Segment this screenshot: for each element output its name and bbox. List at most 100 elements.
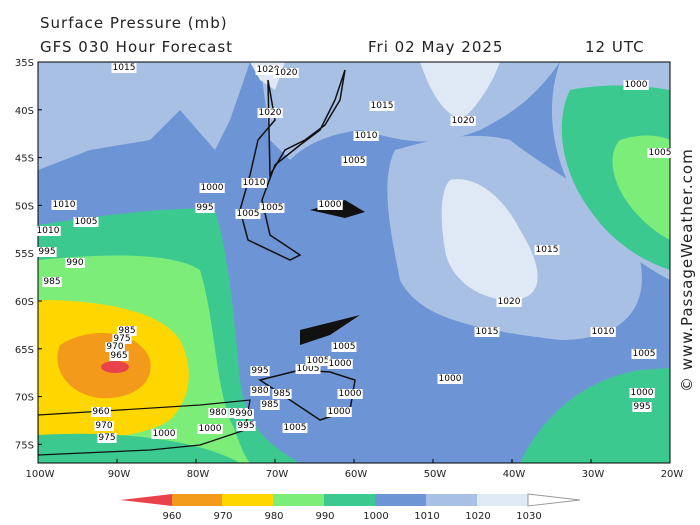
contour-label-bg xyxy=(272,389,292,399)
longitude-label: 70W xyxy=(266,469,289,480)
contour-label-bg xyxy=(369,101,395,111)
colorbar-label: 1030 xyxy=(516,511,541,522)
contour-label: 1005 xyxy=(297,364,320,374)
contour-label-bg xyxy=(450,116,476,126)
title: Surface Pressure (mb) xyxy=(40,14,228,32)
colorbar xyxy=(120,493,581,507)
contour-label-bg xyxy=(327,359,353,369)
colorbar-label: 1000 xyxy=(363,511,388,522)
contour-label: 1000 xyxy=(199,424,222,434)
contour-label-bg xyxy=(241,178,267,188)
contour-label-bg xyxy=(341,156,367,166)
contour-label: 985 xyxy=(273,389,290,399)
contour-label: 1000 xyxy=(439,374,462,384)
contour-label-bg xyxy=(109,351,129,361)
colorbar-label: 990 xyxy=(315,511,334,522)
contour-label-bg xyxy=(317,200,343,210)
contour-label-bg xyxy=(105,342,125,352)
contour-label-bg xyxy=(629,388,655,398)
latitude-label: 75S xyxy=(15,440,34,451)
longitude-label: 50W xyxy=(424,469,447,480)
contour-label: 985 xyxy=(43,277,60,287)
contour-label: 975 xyxy=(113,334,130,344)
contour-label: 960 xyxy=(92,407,109,417)
subtitle: GFS 030 Hour Forecast xyxy=(40,38,233,56)
contour-label-bg xyxy=(111,63,137,73)
contour-label-bg xyxy=(326,407,352,417)
colorbar-label: 1010 xyxy=(414,511,439,522)
contour-label: 1005 xyxy=(633,349,656,359)
contour-label: 1005 xyxy=(307,356,330,366)
contour-label: 1020 xyxy=(275,68,298,78)
forecast-date: Fri 02 May 2025 xyxy=(368,38,503,56)
contour-label-bg xyxy=(73,217,99,227)
longitude-label: 90W xyxy=(108,469,131,480)
contour-label: 995 xyxy=(251,366,268,376)
contour-label: 1010 xyxy=(53,200,76,210)
contour-label: 1000 xyxy=(329,359,352,369)
contour-label: 1020 xyxy=(452,116,475,126)
contour-label-bg xyxy=(151,429,177,439)
contour-label: 970 xyxy=(106,342,123,352)
contour-label-bg xyxy=(117,326,137,336)
contour-label-bg xyxy=(235,209,261,219)
contour-label: 1010 xyxy=(243,178,266,188)
contour-label: 1015 xyxy=(536,245,559,255)
contour-label: 1020 xyxy=(257,65,280,75)
contour-label: 985 xyxy=(261,400,278,410)
contour-label-bg xyxy=(623,80,649,90)
latitude-label: 70S xyxy=(15,393,34,404)
latitude-label: 55S xyxy=(15,249,34,260)
contour-label-bg xyxy=(331,342,357,352)
contour-label-bg xyxy=(257,108,283,118)
latitude-label: 40S xyxy=(15,106,34,117)
colorbar-label: 980 xyxy=(264,511,283,522)
contour-label-bg xyxy=(94,421,114,431)
latitude-label: 50S xyxy=(15,201,34,212)
colorbar-label: 960 xyxy=(162,511,181,522)
contour-label-bg xyxy=(51,200,77,210)
latitude-label: 65S xyxy=(15,345,34,356)
contour-label-bg xyxy=(234,409,254,419)
contour-label: 1000 xyxy=(625,80,648,90)
contour-label: 1005 xyxy=(75,217,98,227)
contour-label: 1005 xyxy=(343,156,366,166)
contour-label: 970 xyxy=(95,421,112,431)
contour-label-bg xyxy=(65,258,85,268)
longitude-label: 40W xyxy=(503,469,526,480)
contour-label: 1015 xyxy=(371,101,394,111)
contour-label-bg xyxy=(255,65,281,75)
contour-label: 975 xyxy=(98,433,115,443)
contour-label-bg xyxy=(236,421,256,431)
latitude-label: 35S xyxy=(15,58,34,69)
latitude-label: 60S xyxy=(15,297,34,308)
contour-label-bg xyxy=(305,356,331,366)
contour-label: 1005 xyxy=(333,342,356,352)
contour-label: 1010 xyxy=(37,226,60,236)
contour-label-bg xyxy=(631,349,657,359)
contour-label: 1020 xyxy=(259,108,282,118)
contour-label: 1020 xyxy=(498,297,521,307)
contour-label-bg xyxy=(195,203,215,213)
contour-label: 1005 xyxy=(237,209,260,219)
longitude-label: 60W xyxy=(345,469,368,480)
contour-label: 990 xyxy=(66,258,83,268)
contour-label-bg xyxy=(437,374,463,384)
contour-label: 1000 xyxy=(339,389,362,399)
contour-label: 1010 xyxy=(592,327,615,337)
contour-label-bg xyxy=(250,386,270,396)
colorbar-label: 1020 xyxy=(465,511,490,522)
contour-label-bg xyxy=(496,297,522,307)
longitude-label: 20W xyxy=(661,469,684,480)
contour-label: 1000 xyxy=(201,183,224,193)
forecast-time: 12 UTC xyxy=(585,38,645,56)
contour-label-bg xyxy=(42,277,62,287)
contour-label: 1000 xyxy=(153,429,176,439)
longitude-label: 80W xyxy=(187,469,210,480)
contour-label-bg xyxy=(632,402,652,412)
contour-label-bg xyxy=(91,407,111,417)
contour-label-bg xyxy=(112,334,132,344)
contour-label-bg xyxy=(259,203,285,213)
contour-label-bg xyxy=(250,366,270,376)
